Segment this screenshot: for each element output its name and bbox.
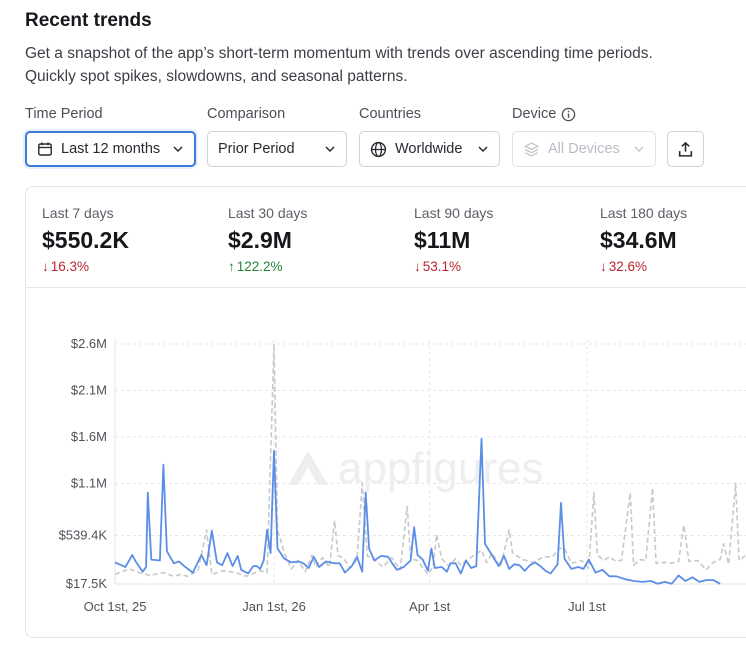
stat-value: $34.6M: [600, 227, 677, 253]
appfigures-logo-icon: [288, 451, 328, 485]
time-period-value: Last 12 months: [61, 141, 161, 157]
x-tick-label: Jan 1st, 26: [242, 599, 306, 614]
stat-label: Last 180 days: [600, 205, 688, 221]
stat-last-180-days[interactable]: Last 180 days $34.6M ↓ 32.6%: [600, 205, 687, 274]
stat-change: ↓ 16.3%: [42, 259, 90, 274]
y-axis-labels: $2.6M $2.1M $1.6M $1.1M $539.4K $17.5K: [59, 336, 108, 591]
stat-last-30-days[interactable]: Last 30 days $2.9M ↑ 122.2%: [228, 205, 307, 274]
countries-dropdown[interactable]: Worldwide: [359, 131, 500, 167]
y-tick-label: $1.6M: [71, 429, 107, 444]
page-subtitle: Get a snapshot of the app’s short-term m…: [25, 45, 653, 85]
x-tick-label: Apr 1st: [409, 599, 451, 614]
stat-last-7-days[interactable]: Last 7 days $550.2K ↓ 16.3%: [42, 205, 129, 274]
y-tick-label: $2.1M: [71, 382, 107, 397]
stat-value: $2.9M: [228, 227, 292, 253]
revenue-trend-chart: appfigures $2.6M $2.1M $1.6M $1.1M $539.4K $1…: [59, 336, 746, 614]
stat-value: $550.2K: [42, 227, 129, 253]
trends-card: Last 7 days $550.2K ↓ 16.3% Last 30 days …: [25, 186, 746, 638]
arrow-down-icon: ↓: [42, 259, 49, 274]
stat-label: Last 90 days: [414, 205, 494, 221]
arrow-up-icon: ↑: [228, 259, 235, 274]
x-tick-label: Jul 1st: [568, 599, 606, 614]
chevron-down-icon: [633, 143, 645, 155]
layers-icon: [523, 141, 540, 158]
x-tick-label: Oct 1st, 25: [84, 599, 147, 614]
current-period-line: [114, 437, 721, 585]
comparison-value: Prior Period: [218, 141, 295, 157]
watermark-text: appfigures: [338, 444, 543, 493]
time-period-label: Time Period: [25, 106, 103, 122]
comparison-dropdown[interactable]: Prior Period: [207, 131, 347, 167]
stat-change: ↑ 122.2%: [228, 259, 283, 274]
y-tick-label: $539.4K: [59, 527, 108, 542]
time-period-dropdown[interactable]: Last 12 months: [25, 131, 196, 167]
export-button[interactable]: [667, 131, 704, 167]
comparison-label: Comparison: [207, 106, 286, 122]
countries-label: Countries: [359, 106, 422, 122]
page-title: Recent trends: [25, 10, 152, 31]
chevron-down-icon: [324, 143, 336, 155]
stat-label: Last 7 days: [42, 205, 114, 221]
watermark-logo: appfigures: [288, 444, 543, 493]
stat-value: $11M: [414, 227, 471, 253]
prior-period-line: [114, 343, 746, 578]
x-axis-labels: Oct 1st, 25 Jan 1st, 26 Apr 1st Jul 1st: [84, 599, 607, 614]
globe-icon: [370, 141, 387, 158]
stat-last-90-days[interactable]: Last 90 days $11M ↓ 53.1%: [414, 205, 493, 274]
info-icon[interactable]: [561, 107, 576, 122]
device-value: All Devices: [548, 141, 620, 157]
y-tick-label: $2.6M: [71, 336, 107, 351]
chevron-down-icon: [172, 143, 184, 155]
device-label: Device: [512, 106, 576, 122]
upload-icon: [677, 141, 694, 158]
y-tick-label: $17.5K: [66, 576, 108, 591]
arrow-down-icon: ↓: [600, 259, 607, 274]
chevron-down-icon: [477, 143, 489, 155]
countries-value: Worldwide: [395, 141, 463, 157]
calendar-icon: [37, 141, 53, 157]
stat-change: ↓ 32.6%: [600, 259, 648, 274]
stat-label: Last 30 days: [228, 205, 308, 221]
chart-series: [114, 343, 746, 585]
stat-change: ↓ 53.1%: [414, 259, 462, 274]
arrow-down-icon: ↓: [414, 259, 421, 274]
device-dropdown[interactable]: All Devices: [512, 131, 656, 167]
card-divider: [26, 287, 746, 288]
y-tick-label: $1.1M: [71, 475, 107, 490]
